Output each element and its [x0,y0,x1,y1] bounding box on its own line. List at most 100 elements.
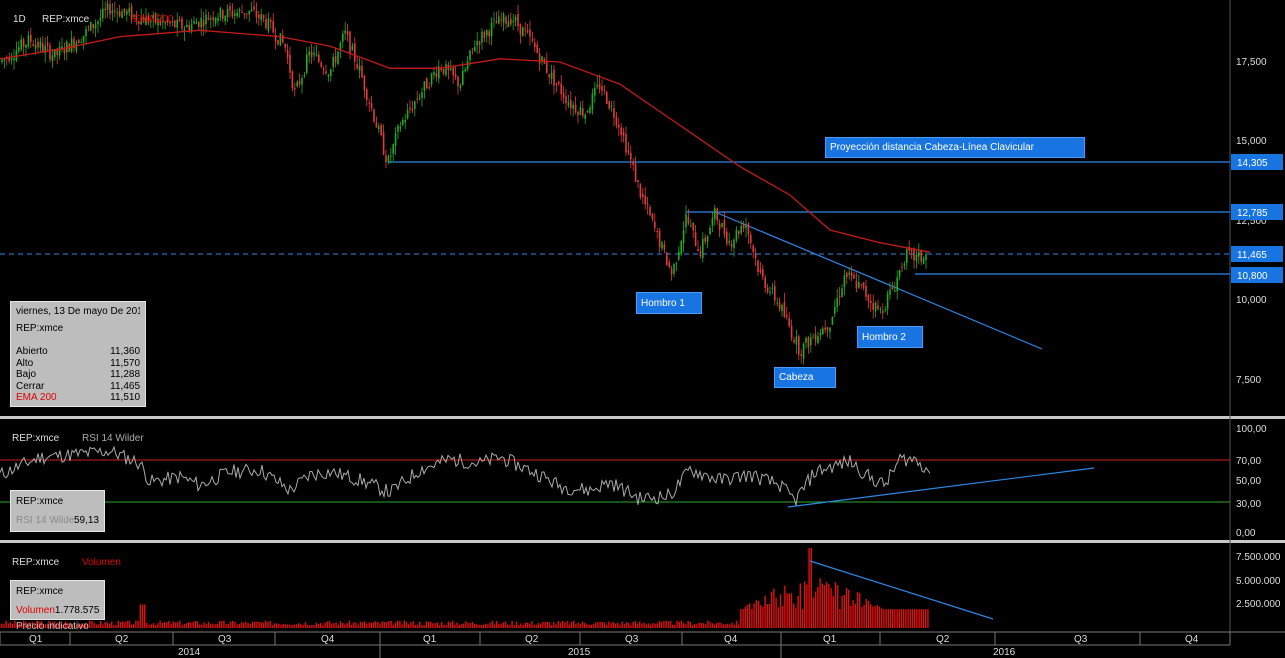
candle-body [128,8,130,13]
candle-body [728,241,730,243]
vol-indicator-label[interactable]: Volumen [82,557,121,568]
volume-bar [610,623,612,628]
volume-bar [377,622,379,628]
candle-body [363,75,366,91]
volume-bar [617,622,619,628]
vol-tick: 5.000.000 [1236,576,1281,587]
volume-bar [86,624,89,628]
volume-bar [595,622,597,628]
candle-body [94,24,97,29]
time-axis-ticks [0,632,1231,658]
candle-body [882,311,884,314]
volume-bar [520,623,522,628]
rsi-tick: 50,00 [1236,476,1261,487]
volume-bar [861,607,863,628]
volume-bar [278,623,280,628]
symbol-label[interactable]: REP:xmce [42,14,90,25]
candle-body [536,44,538,53]
rsi-indicator-label[interactable]: RSI 14 Wilder [82,433,144,444]
candle-body [313,52,315,55]
volume-bar [504,621,507,628]
volume-bar [628,622,630,628]
interval-label[interactable]: 1D [13,14,26,25]
price-panel[interactable] [0,0,1285,418]
candle-body [649,207,651,216]
candle-body [567,102,570,106]
volume-bar [256,621,258,628]
volume-bar [223,620,225,628]
candle-body [824,327,826,330]
projection-callout[interactable]: Proyección distancia Cabeza-Línea Clavic… [825,137,1085,158]
candle-body [325,71,327,74]
volume-bar [425,621,427,628]
volume-bar [159,620,161,628]
volume-bar [553,622,555,628]
volume-bar [727,623,729,628]
volume-bar [685,624,687,628]
candle-body [226,8,229,18]
volume-bar [848,590,850,628]
hombro1-callout[interactable]: Hombro 1 [636,292,702,314]
volume-bar [674,624,676,628]
candle-body [915,254,918,262]
volume-bar [304,622,306,628]
volume-bar [445,624,447,628]
candle-body [922,258,925,264]
volume-bar [667,621,669,628]
candle-body [426,78,428,89]
volume-bar [458,624,460,628]
volume-bar [742,609,744,628]
candle-body [186,24,188,28]
volume-bar [295,624,298,628]
candle-body [920,250,922,262]
volume-bar [183,623,185,628]
candle-body [673,263,675,274]
volume-bar [744,607,746,628]
volume-bar [903,609,905,628]
volume-bar [502,622,504,628]
volume-bar [665,620,667,628]
candle-body [723,220,726,235]
volume-bar [907,609,909,628]
volume-bar [273,623,276,628]
volume-bar [559,622,562,628]
rsi-box-value: 59,13 [73,515,99,526]
volume-bar [229,621,232,628]
candle-body [150,21,152,23]
ema-label[interactable]: EMA 200 [133,14,174,25]
candle-body [351,45,354,51]
candle-body [332,56,334,68]
volume-bar [188,621,190,628]
hombro2-callout[interactable]: Hombro 2 [857,326,923,348]
candle-body [793,339,795,343]
cabeza-callout[interactable]: Cabeza [774,367,836,388]
volume-bar [876,604,878,628]
candle-body [505,16,507,24]
candle-body [214,18,217,24]
volume-bar [700,622,702,628]
volume-bar [623,624,625,628]
candle-body [272,20,274,33]
candle-body [488,31,490,37]
candle-body [474,46,476,51]
volume-bar [31,621,34,628]
candle-body [836,298,838,308]
volume-bar [641,623,643,628]
volume-bar [236,624,238,628]
candle-body [858,281,860,288]
candle-body [294,88,296,90]
volume-bar [619,624,621,628]
candle-body [747,223,750,235]
volume-bar [518,625,520,628]
volume-bar [399,620,401,628]
volume-bar [689,621,691,628]
volume-bar [533,624,535,628]
volume-bar [751,608,753,628]
candle-body [306,54,308,73]
volume-bar [359,621,361,628]
candle-body [6,58,8,60]
candle-body [49,45,51,60]
candle-body [286,50,289,58]
volume-bar [60,621,62,628]
